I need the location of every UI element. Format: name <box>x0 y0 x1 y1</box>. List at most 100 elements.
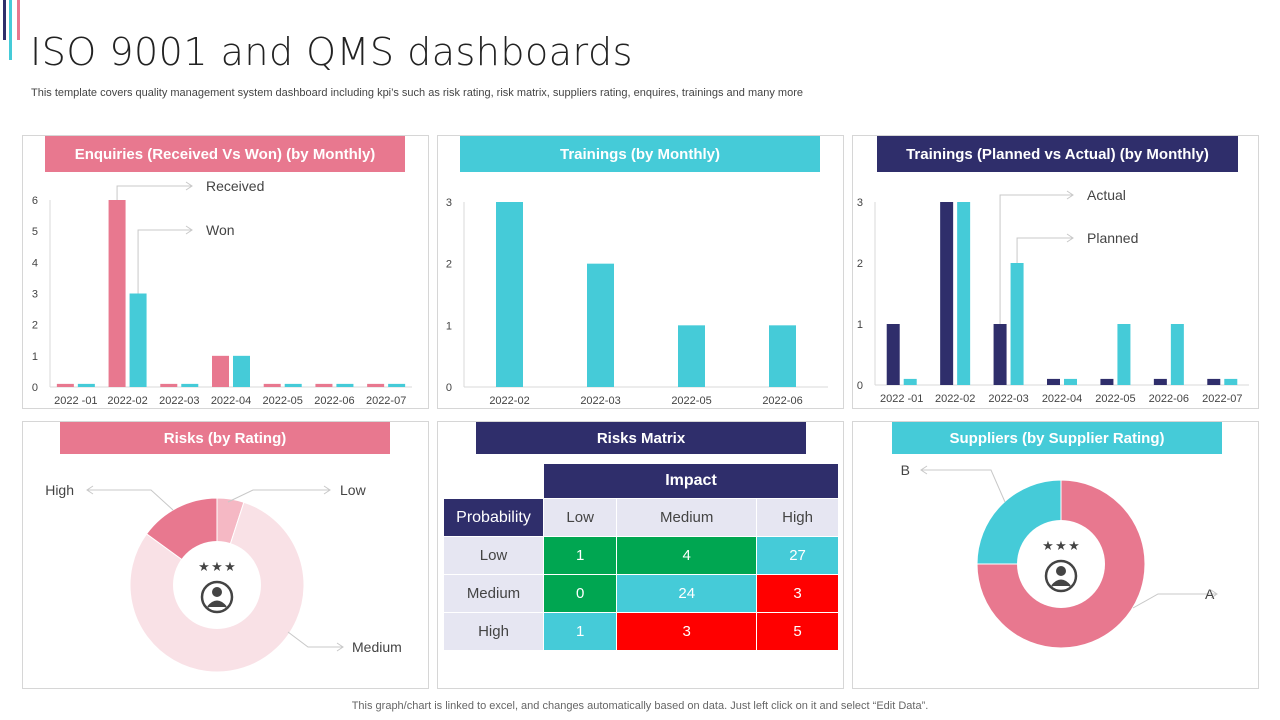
callout-line <box>1016 237 1073 263</box>
y-tick-label: 3 <box>32 289 38 301</box>
page-subtitle: This template covers quality management … <box>31 87 803 99</box>
x-tick-label: 2022-05 <box>671 395 711 407</box>
bar <box>388 383 406 387</box>
user-icon-body <box>207 600 227 608</box>
donut-center <box>173 541 261 629</box>
bar <box>769 325 796 387</box>
user-icon-head <box>1056 566 1066 576</box>
risks-panel[interactable]: Risks (by Rating) ★ ★ ★ Low High Medium <box>22 421 429 689</box>
y-tick-label: 6 <box>32 195 38 207</box>
suppliers-panel-title: Suppliers (by Supplier Rating) <box>892 422 1222 454</box>
matrix-cell: 0 <box>542 574 618 613</box>
bar <box>315 383 333 387</box>
trainings-planned-actual-bar-chart[interactable]: 0 1 2 3 2022 -01 2022-02 2022-03 2022-04 2022-05… <box>853 136 1260 410</box>
callout-arrow <box>1066 190 1074 200</box>
bar <box>1170 324 1184 385</box>
enquiries-panel-title: Enquiries (Received Vs Won) (by Monthly) <box>45 136 405 172</box>
bar <box>1047 378 1060 385</box>
legend-label: High <box>45 482 74 498</box>
matrix-cell: 24 <box>616 574 758 613</box>
callout-line <box>87 489 174 511</box>
bar <box>1064 378 1077 385</box>
suppliers-donut-chart[interactable]: ★ ★ ★AB <box>853 422 1260 690</box>
callout-arrow <box>1066 233 1074 243</box>
x-tick-label: 2022-05 <box>1095 393 1135 405</box>
matrix-cell: 3 <box>616 612 758 651</box>
matrix-cell: 1 <box>542 612 618 651</box>
matrix-row-label: High <box>443 612 544 651</box>
y-tick-label: 0 <box>446 382 452 394</box>
bar <box>233 355 250 387</box>
star-icon: ★ <box>1042 538 1054 553</box>
y-tick-label: 2 <box>857 258 863 270</box>
bar <box>108 200 126 387</box>
trainings-bar-chart[interactable]: 0 1 2 3 2022-02 2022-03 2022-05 2022-06 <box>438 136 845 410</box>
y-tick-label: 1 <box>857 319 863 331</box>
legend-label: B <box>901 462 910 478</box>
user-icon <box>200 580 234 614</box>
x-tick-label: 2022-07 <box>366 395 406 407</box>
callout-arrow <box>185 225 193 235</box>
y-tick-label: 2 <box>32 320 38 332</box>
bar <box>263 383 281 387</box>
x-tick-label: 2022-07 <box>1202 393 1242 405</box>
y-tick-label: 1 <box>446 320 452 332</box>
bar <box>1224 378 1238 385</box>
callout-arrow <box>86 485 94 495</box>
star-icon: ★ <box>211 559 223 574</box>
accent-bar-teal <box>9 0 12 60</box>
bar <box>886 324 900 385</box>
trainings-planned-actual-panel[interactable]: Trainings (Planned vs Actual) (by Monthl… <box>852 135 1259 409</box>
matrix-cell: 4 <box>616 536 758 575</box>
star-icon: ★ <box>1068 538 1080 553</box>
bar <box>587 263 614 387</box>
user-icon <box>1044 559 1078 593</box>
user-icon-body <box>1051 579 1071 587</box>
bar <box>496 202 523 387</box>
bar <box>212 355 229 387</box>
y-tick-label: 4 <box>32 257 38 269</box>
bar <box>336 383 354 387</box>
legend-label: Won <box>206 222 235 238</box>
accent-bar-navy <box>3 0 6 40</box>
callout-line <box>1132 593 1217 609</box>
y-tick-label: 0 <box>857 380 863 392</box>
callout-line <box>921 469 1006 503</box>
x-tick-label: 2022-04 <box>1042 393 1082 405</box>
legend-label: Low <box>340 482 367 498</box>
star-icon: ★ <box>224 559 236 574</box>
callout-line <box>227 489 330 503</box>
matrix-row-label: Low <box>443 536 544 575</box>
enquiries-bar-chart[interactable]: 0 1 2 3 4 5 6 2022 -01 2022-02 2022-03 2022-04 2022… <box>23 136 430 410</box>
bar <box>1010 263 1024 385</box>
footer-note: This graph/chart is linked to excel, and… <box>351 700 929 712</box>
y-tick-label: 1 <box>32 351 38 363</box>
bar <box>1153 378 1167 385</box>
y-tick-label: 5 <box>32 226 38 238</box>
callout-arrow <box>920 465 928 475</box>
suppliers-panel[interactable]: Suppliers (by Supplier Rating) ★ ★ ★ A B <box>852 421 1259 689</box>
risks-matrix-panel[interactable]: Risks Matrix Impact Probability Low Medi… <box>437 421 844 689</box>
legend-label: Received <box>206 178 264 194</box>
bar <box>1207 378 1221 385</box>
matrix-cell: 3 <box>756 574 839 613</box>
matrix-row-label: Medium <box>443 574 544 613</box>
matrix-column-high: High <box>756 498 839 537</box>
x-tick-label: 2022-03 <box>580 395 620 407</box>
star-icon: ★ <box>198 559 210 574</box>
x-tick-label: 2022-03 <box>159 395 199 407</box>
bar <box>957 202 971 385</box>
bar <box>1100 378 1114 385</box>
callout-arrow <box>1210 589 1218 599</box>
matrix-cell: 27 <box>756 536 839 575</box>
x-tick-label: 2022 -01 <box>54 395 97 407</box>
trainings-panel[interactable]: Trainings (by Monthly) 0 1 2 3 2022-02 2022-0… <box>437 135 844 409</box>
y-tick-label: 3 <box>446 197 452 209</box>
bar <box>678 325 705 387</box>
matrix-probability-header: Probability <box>443 498 544 537</box>
x-tick-label: 2022-06 <box>1149 393 1189 405</box>
matrix-impact-header: Impact <box>543 463 839 499</box>
callout-line <box>287 631 343 648</box>
enquiries-panel[interactable]: Enquiries (Received Vs Won) (by Monthly)… <box>22 135 429 409</box>
